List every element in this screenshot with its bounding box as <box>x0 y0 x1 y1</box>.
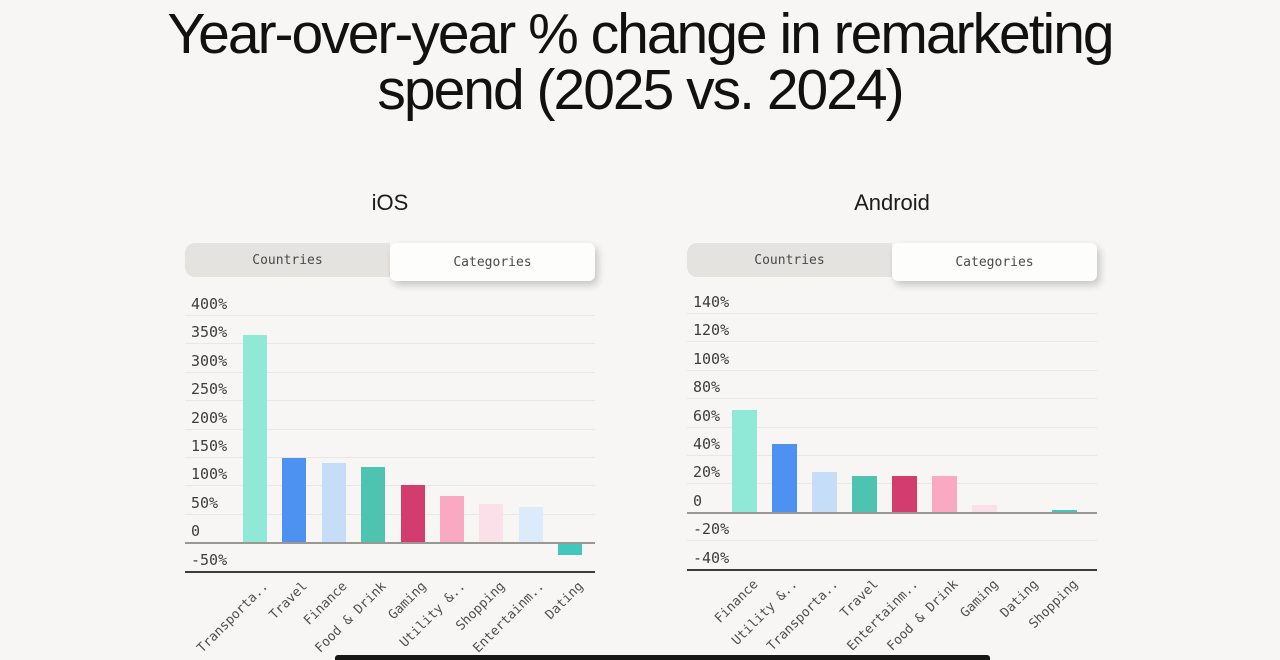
y-tick-label: 0 <box>191 522 201 541</box>
y-tick-label: 100% <box>191 465 228 484</box>
y-tick-label: -50% <box>191 550 228 569</box>
zero-axis-line <box>687 511 1097 514</box>
ios-chart-panel: iOS Countries Categories 400% 350% 300% 250% 20… <box>185 190 595 660</box>
android-chart-panel: Android Countries Categories 140% 120% 100% 80… <box>687 190 1097 660</box>
x-category-label: Entertainm.. <box>844 576 922 654</box>
y-tick-label: 0 <box>693 491 703 510</box>
gridline <box>687 568 1097 571</box>
bar-gaming[interactable] <box>972 504 997 512</box>
x-category-label: Entertainm.. <box>470 578 548 656</box>
y-tick-label: 140% <box>693 293 730 311</box>
bar-shopping[interactable] <box>1052 510 1077 512</box>
chart-title-android: Android <box>854 190 930 215</box>
y-tick-label: 60% <box>693 406 721 425</box>
gridline <box>687 369 1097 371</box>
gridline <box>185 570 595 573</box>
tab-countries[interactable]: Countries <box>687 243 892 277</box>
gridline <box>185 485 595 487</box>
y-tick-label: 100% <box>693 349 730 368</box>
bar-travel[interactable] <box>282 458 307 543</box>
y-tick-label: 120% <box>693 321 730 340</box>
gridline <box>687 398 1097 400</box>
y-tick-label: 250% <box>191 380 228 399</box>
tab-categories[interactable]: Categories <box>892 243 1097 281</box>
x-category-label: Transporta.. <box>194 578 272 656</box>
bar-utility-[interactable] <box>440 495 464 543</box>
next-section-divider <box>335 655 990 660</box>
tab-label: Categories <box>955 254 1034 270</box>
tab-label: Categories <box>453 254 532 270</box>
x-category-label: Food & Drink <box>312 578 390 656</box>
gridline <box>687 455 1097 456</box>
y-tick-label: 350% <box>191 323 228 342</box>
bar-travel[interactable] <box>852 476 877 512</box>
tab-bar: Countries Categories <box>185 243 595 281</box>
zero-axis-line <box>185 542 595 545</box>
y-tick-label: -20% <box>693 520 730 539</box>
gridline <box>185 343 595 345</box>
gridline <box>185 457 595 458</box>
bar-shopping[interactable] <box>479 503 504 543</box>
x-category-label: Transporta.. <box>764 576 842 654</box>
gridline <box>185 400 595 402</box>
bar-entertainm-[interactable] <box>518 506 543 543</box>
bar-transporta-[interactable] <box>243 334 267 543</box>
gridline <box>185 428 595 430</box>
bar-transporta-[interactable] <box>812 472 837 512</box>
gridline <box>687 426 1097 428</box>
x-category-label: Gaming <box>957 576 1002 621</box>
y-tick-label: 40% <box>693 435 721 453</box>
bar-food-drink[interactable] <box>932 476 957 512</box>
y-tick-label: -40% <box>693 548 730 567</box>
bar-food-drink[interactable] <box>361 467 386 543</box>
y-tick-label: 50% <box>191 493 219 512</box>
chart-title-ios: iOS <box>371 190 409 215</box>
y-tick-label: 150% <box>191 437 228 455</box>
gridline <box>185 315 595 316</box>
gridline <box>687 341 1097 343</box>
bar-gaming[interactable] <box>400 485 425 543</box>
y-tick-label: 200% <box>191 408 228 427</box>
y-tick-label: 80% <box>693 378 721 397</box>
x-category-label: Food & Drink <box>884 576 962 654</box>
page-title: Year-over-year % change in remarketing s… <box>167 2 1114 122</box>
tab-label: Countries <box>252 252 323 268</box>
bar-finance[interactable] <box>321 462 346 543</box>
y-tick-label: 300% <box>191 351 228 370</box>
gridline <box>185 513 595 515</box>
tab-countries[interactable]: Countries <box>185 243 390 277</box>
gridline <box>687 540 1097 542</box>
y-tick-label: 20% <box>693 463 721 482</box>
bar-utility-[interactable] <box>772 443 797 512</box>
tab-categories[interactable]: Categories <box>390 243 595 281</box>
bar-finance[interactable] <box>732 409 757 512</box>
y-tick-label: 400% <box>191 295 228 313</box>
bar-entertainm-[interactable] <box>892 476 917 512</box>
bar-dating[interactable] <box>558 542 583 555</box>
x-category-label: Dating <box>542 578 587 623</box>
gridline <box>687 313 1097 314</box>
tab-label: Countries <box>754 252 825 268</box>
tab-bar: Countries Categories <box>687 243 1097 281</box>
gridline <box>185 371 595 373</box>
